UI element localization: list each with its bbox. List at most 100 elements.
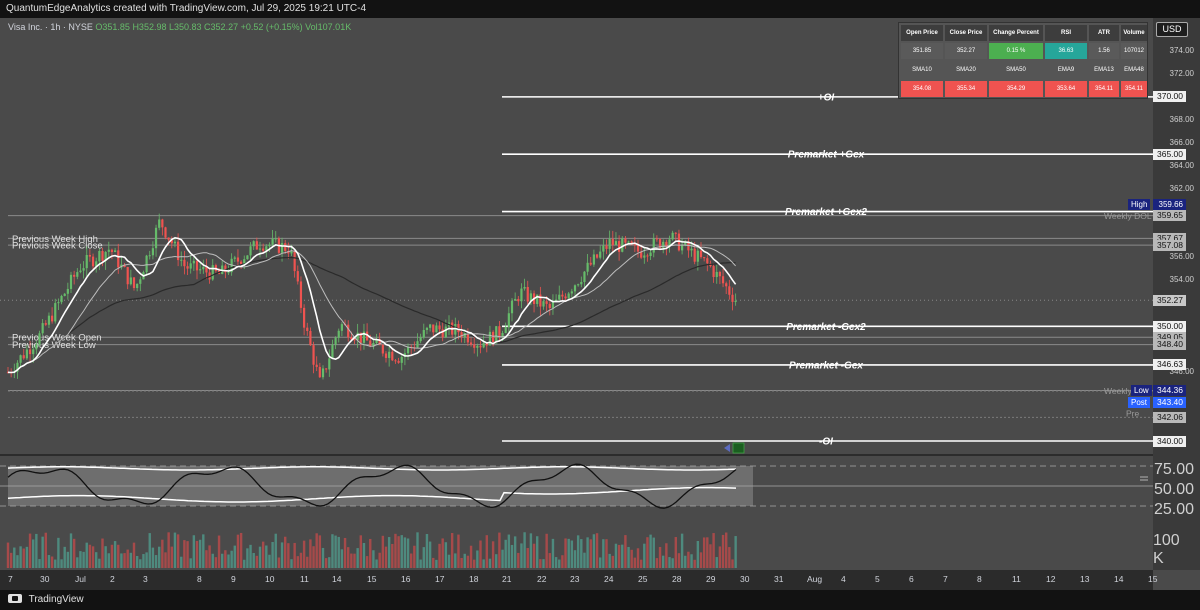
volume-bar <box>551 538 555 568</box>
volume-bar <box>466 555 470 568</box>
volume-bar <box>334 535 337 568</box>
candle-body <box>35 344 38 350</box>
volume-bar <box>85 542 88 568</box>
candle-body <box>57 302 60 304</box>
ma-value: 355.34 <box>945 81 987 97</box>
volume-bar <box>469 545 473 568</box>
price-chart[interactable]: +OI Premarket +Gex Premarket +Gex2 Premarke… <box>0 18 1153 570</box>
volume-bar <box>510 544 514 568</box>
ma-value: 354.11 <box>1089 81 1119 97</box>
volume-bar <box>224 550 227 568</box>
volume-bar <box>450 533 454 568</box>
legend-high: H352.98 <box>132 22 167 32</box>
weekly-label: Pre <box>1126 408 1140 418</box>
candle-body <box>561 294 564 297</box>
candle-body <box>545 301 548 304</box>
time-axis[interactable]: 7 30 Jul 2 3 8 9 10 11 14 15 16 17 18 21 22 23 24 25 28 29 30… <box>0 570 1157 590</box>
volume-bar <box>202 534 205 568</box>
stats-value: 36.63 <box>1045 43 1087 59</box>
candle-body <box>328 358 331 370</box>
candle-body <box>312 345 315 365</box>
oscillator-lower-band <box>7 486 737 503</box>
candle-body <box>391 351 394 361</box>
volume-bar <box>384 546 388 568</box>
candle-body <box>195 260 199 271</box>
volume-bar <box>438 543 441 568</box>
candle-body <box>205 266 208 273</box>
candle-body <box>151 248 154 256</box>
candle-body <box>309 330 312 346</box>
previous-week-label: Previous Week Open <box>12 333 102 344</box>
price-label: 357.67 <box>1153 232 1186 244</box>
volume-bar <box>646 537 649 568</box>
candle-body <box>154 227 158 249</box>
candle-body <box>76 272 79 277</box>
volume-bar <box>671 558 674 568</box>
candle-body <box>658 239 662 248</box>
candle-body <box>406 346 410 354</box>
candle-body <box>444 326 447 338</box>
volume-bar <box>217 535 221 568</box>
candle-body <box>564 296 567 299</box>
volume-bar <box>712 533 715 568</box>
volume-bar <box>715 557 718 568</box>
time-tick: 2 <box>110 574 115 584</box>
candle-body <box>681 244 684 251</box>
candle-body <box>375 339 378 343</box>
volume-bar <box>195 540 199 568</box>
candle-body <box>422 330 425 338</box>
price-label: 352.27 <box>1153 294 1186 306</box>
time-tick: 8 <box>197 574 202 584</box>
candle-body <box>699 250 703 258</box>
candle-body <box>369 340 372 347</box>
candle-body <box>299 281 303 308</box>
volume-bar <box>315 533 318 568</box>
volume-bar <box>107 553 110 568</box>
candle-body <box>725 283 728 287</box>
volume-bar <box>387 537 391 568</box>
volume-bar <box>221 553 224 568</box>
candle-body <box>495 326 498 344</box>
volume-bar <box>356 548 359 568</box>
volume-bar <box>180 556 183 568</box>
oscillator-axis[interactable]: 75.00 50.00 25.00 100 K <box>1153 458 1200 570</box>
volume-bar <box>479 540 482 568</box>
time-tick: 16 <box>401 574 411 584</box>
candle-body <box>183 259 186 267</box>
high-tag: High <box>1128 199 1151 211</box>
chart-title-bar: QuantumEdgeAnalytics created with Tradin… <box>0 0 1200 18</box>
volume-bar <box>98 558 101 568</box>
candle-body <box>164 227 167 238</box>
volume-bar <box>265 545 268 568</box>
volume-bar <box>507 534 511 568</box>
candle-body <box>652 238 655 253</box>
volume-bar <box>331 534 334 568</box>
volume-bar <box>397 536 400 568</box>
candle-body <box>284 243 287 251</box>
volume-tick: 100 K <box>1153 532 1180 567</box>
candle-body <box>507 313 510 328</box>
candle-body <box>520 288 523 302</box>
volume-bar <box>208 545 211 568</box>
volume-bar <box>573 550 577 568</box>
currency-button[interactable]: USD <box>1156 22 1188 37</box>
volume-bar <box>28 533 32 568</box>
stats-value: 0.15 % <box>989 43 1043 59</box>
price-tick: 372.00 <box>1169 68 1194 78</box>
volume-bar <box>576 535 580 568</box>
volume-bar <box>378 552 381 568</box>
volume-bar <box>526 548 529 568</box>
volume-bar <box>696 540 700 568</box>
candle-body <box>325 368 328 370</box>
candle-body <box>16 362 19 372</box>
candle-body <box>548 303 551 308</box>
volume-bar <box>38 559 41 568</box>
volume-bar <box>410 553 413 568</box>
candle-body <box>306 327 309 331</box>
volume-bar <box>665 543 668 568</box>
candle-body <box>51 315 54 322</box>
volume-bar <box>302 540 306 568</box>
volume-bar <box>432 557 435 568</box>
moving-averages <box>0 236 1153 481</box>
candle-body <box>441 329 444 338</box>
